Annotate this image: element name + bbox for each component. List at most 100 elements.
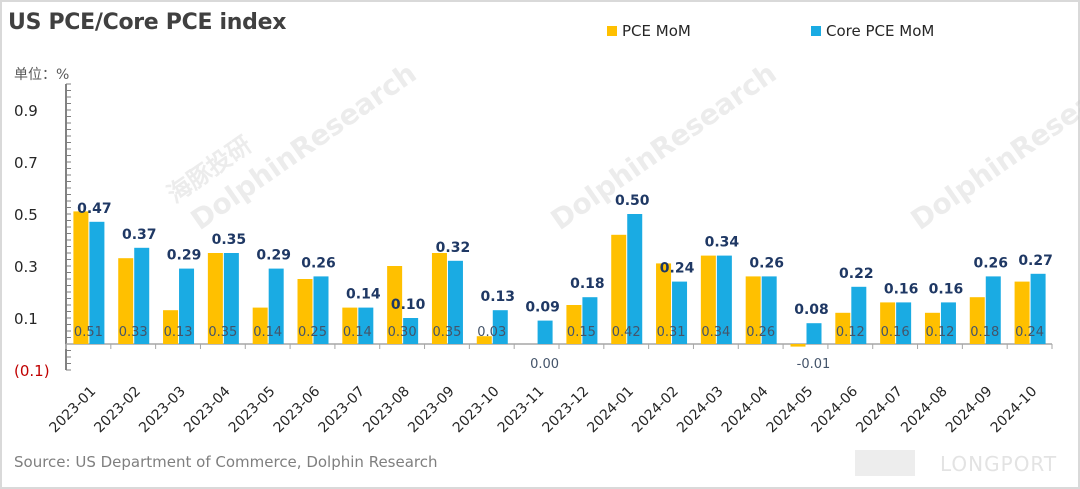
x-tick-label: 2024-09 xyxy=(943,384,996,437)
data-label-core-pce: 0.10 xyxy=(391,297,426,313)
y-tick-label: 0.1 xyxy=(14,310,38,328)
y-tick-label: 0.3 xyxy=(14,258,38,276)
legend-swatch-pce xyxy=(607,26,617,36)
data-label-core-pce: 0.22 xyxy=(839,266,874,282)
x-tick-label: 2024-04 xyxy=(719,383,772,436)
data-label-pce: 0.12 xyxy=(836,325,865,340)
x-tick-label: 2023-12 xyxy=(540,384,593,437)
x-tick-label: 2023-07 xyxy=(315,384,368,437)
x-tick-label: 2023-06 xyxy=(271,383,324,436)
data-label-pce: 0.31 xyxy=(657,325,686,340)
x-tick-label: 2023-02 xyxy=(91,384,144,437)
data-label-pce: 0.00 xyxy=(530,357,559,372)
bar-pce xyxy=(790,344,806,347)
data-label-pce: 0.25 xyxy=(298,325,327,340)
bar-core-pce xyxy=(940,302,956,344)
bar-pce xyxy=(431,253,447,344)
data-label-core-pce: 0.34 xyxy=(705,235,740,251)
bar-core-pce xyxy=(537,320,553,344)
x-tick-label: 2024-01 xyxy=(584,384,637,437)
bar-core-pce xyxy=(313,276,329,344)
bar-core-pce xyxy=(268,268,284,344)
x-tick-label: 2023-01 xyxy=(47,384,100,437)
bar-pce xyxy=(207,253,223,344)
bar-core-pce xyxy=(761,276,777,344)
bar-pce xyxy=(252,307,268,344)
data-label-pce: 0.14 xyxy=(343,325,372,340)
y-tick-label: (0.1) xyxy=(14,362,50,380)
data-label-core-pce: 0.09 xyxy=(525,300,560,316)
x-tick-label: 2024-03 xyxy=(674,384,727,437)
bar-core-pce xyxy=(716,255,732,344)
data-label-pce: 0.14 xyxy=(253,325,282,340)
data-label-pce: 0.03 xyxy=(477,325,506,340)
bar-core-pce xyxy=(89,221,105,344)
bar-core-pce xyxy=(985,276,1001,344)
data-label-core-pce: 0.26 xyxy=(749,255,784,271)
x-tick-label: 2023-05 xyxy=(226,384,279,437)
bar-pce xyxy=(924,312,940,344)
bar-pce xyxy=(476,336,492,344)
x-tick-label: 2024-08 xyxy=(898,384,951,437)
data-label-core-pce: 0.29 xyxy=(167,248,202,264)
data-label-core-pce: 0.16 xyxy=(929,281,964,297)
unit-label: 单位：% xyxy=(14,67,70,83)
data-label-pce: 0.33 xyxy=(119,325,148,340)
bar-pce xyxy=(297,279,313,344)
watermark-longport: LONGPORT xyxy=(940,452,1058,476)
x-tick-label: 2023-03 xyxy=(136,384,189,437)
data-label-pce: 0.30 xyxy=(388,325,417,340)
bar-pce xyxy=(835,312,851,344)
data-label-pce: 0.16 xyxy=(881,325,910,340)
data-label-pce: 0.12 xyxy=(925,325,954,340)
data-label-core-pce: 0.26 xyxy=(301,255,336,271)
data-label-pce: 0.34 xyxy=(701,325,730,340)
bar-pce xyxy=(1014,281,1030,344)
source-note: Source: US Department of Commerce, Dolph… xyxy=(14,453,438,471)
data-label-core-pce: 0.24 xyxy=(660,261,695,277)
y-tick-label: 0.5 xyxy=(14,206,38,224)
bar-core-pce xyxy=(492,310,508,344)
data-label-core-pce: 0.47 xyxy=(77,201,112,217)
data-label-core-pce: 0.50 xyxy=(615,193,650,209)
data-label-core-pce: 0.14 xyxy=(346,287,381,303)
bar-pce xyxy=(969,297,985,344)
bar-pce xyxy=(700,255,716,344)
data-label-pce: 0.24 xyxy=(1015,325,1044,340)
bar-pce xyxy=(656,263,672,344)
data-label-pce: 0.51 xyxy=(74,325,103,340)
data-label-core-pce: 0.26 xyxy=(973,255,1008,271)
bar-pce xyxy=(387,266,403,344)
data-label-core-pce: 0.29 xyxy=(256,248,291,264)
bar-pce xyxy=(880,302,896,344)
x-tick-label: 2023-04 xyxy=(181,383,234,436)
legend-label-pce: PCE MoM xyxy=(622,22,691,40)
bar-pce xyxy=(566,305,582,344)
data-label-core-pce: 0.18 xyxy=(570,276,605,292)
bar-pce xyxy=(342,307,358,344)
y-tick-label: 0.7 xyxy=(14,154,38,172)
bar-core-pce xyxy=(851,286,867,344)
x-tick-label: 2024-10 xyxy=(988,384,1041,437)
data-label-pce: 0.35 xyxy=(208,325,237,340)
data-label-pce: 0.26 xyxy=(746,325,775,340)
x-tick-label: 2024-07 xyxy=(853,384,906,437)
longport-logo-icon xyxy=(855,450,915,476)
data-label-pce: 0.35 xyxy=(432,325,461,340)
y-tick-label: 0.9 xyxy=(14,102,38,120)
data-label-core-pce: 0.32 xyxy=(436,240,471,256)
x-tick-label: 2024-05 xyxy=(764,384,817,437)
bar-core-pce xyxy=(672,281,688,344)
bar-core-pce xyxy=(1030,273,1046,344)
legend-item-pce: PCE MoM xyxy=(607,22,691,40)
bar-pce xyxy=(745,276,761,344)
bar-core-pce xyxy=(358,307,374,344)
bar-core-pce xyxy=(223,253,239,344)
bar-pce xyxy=(163,310,179,344)
bar-core-pce xyxy=(403,318,419,344)
x-tick-label: 2024-06 xyxy=(808,383,861,436)
bar-core-pce xyxy=(627,214,643,344)
chart-title: US PCE/Core PCE index xyxy=(8,10,287,35)
bar-core-pce xyxy=(447,260,463,344)
